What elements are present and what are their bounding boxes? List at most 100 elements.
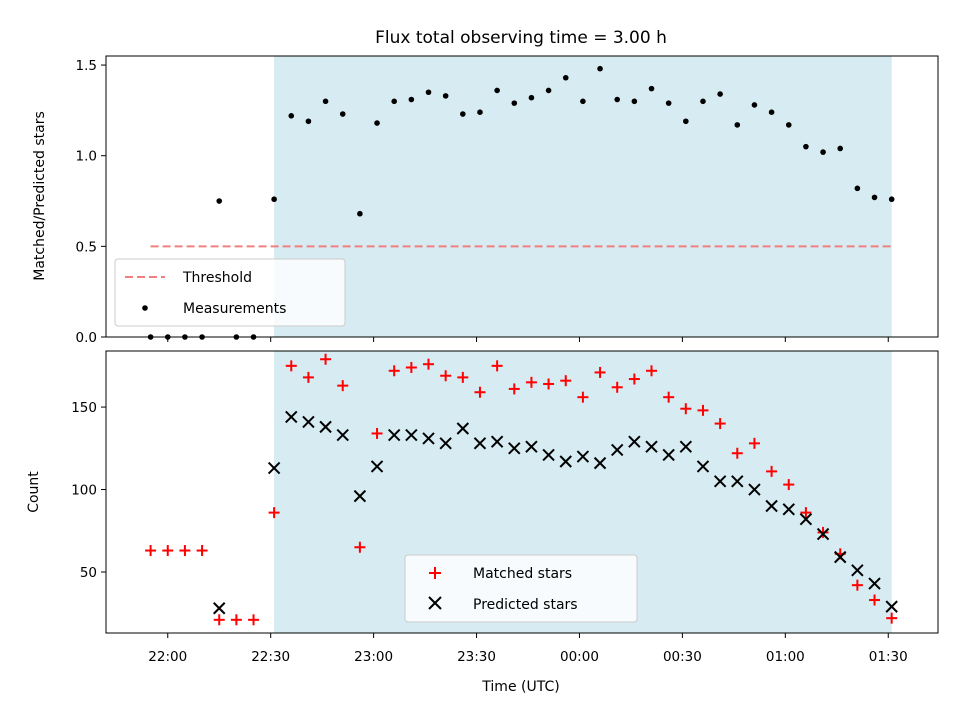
x-tick-label: 22:30 — [251, 649, 290, 665]
predicted-star-point — [885, 600, 898, 613]
measurements-series — [147, 65, 895, 340]
predicted-star-point — [782, 503, 795, 516]
measurement-point — [374, 120, 380, 126]
predicted-star-point — [868, 577, 881, 590]
matched-star-point — [714, 418, 726, 430]
matched-stars-series — [145, 353, 898, 626]
matched-star-point — [525, 376, 537, 388]
matched-star-point — [302, 371, 314, 383]
matched-star-point — [337, 380, 349, 392]
predicted-star-point — [731, 475, 744, 488]
predicted-star-point — [748, 483, 761, 496]
predicted-star-point — [456, 422, 470, 435]
top-legend-box — [114, 258, 346, 327]
legend-measurements-swatch — [142, 305, 148, 311]
matched-star-point — [213, 614, 225, 626]
measurement-point — [271, 196, 277, 203]
predicted-star-point — [765, 499, 778, 513]
x-tick-label: 23:00 — [354, 649, 393, 665]
measurement-point — [511, 100, 518, 106]
predicted-star-point — [662, 448, 675, 462]
bottom-y-axis-ticks: 50 100 150 — [71, 400, 106, 581]
matched-star-point — [594, 366, 606, 378]
legend-threshold-label: Threshold — [182, 270, 252, 286]
top-plot-frame — [105, 55, 939, 338]
x-tick-label: 01:00 — [766, 649, 805, 665]
predicted-star-point — [490, 435, 504, 448]
predicted-stars-series — [213, 410, 898, 615]
matched-star-point — [800, 507, 812, 519]
predicted-star-point — [213, 602, 226, 615]
top-legend: Threshold Measurements — [114, 258, 346, 327]
top-chart-title: Flux total observing time = 3.00 h — [375, 28, 667, 48]
measurement-point — [803, 143, 809, 150]
measurement-point — [528, 94, 535, 101]
predicted-star-point — [319, 420, 332, 434]
predicted-star-point — [508, 442, 521, 455]
legend-predicted-swatch — [428, 596, 442, 610]
matched-star-point — [320, 353, 332, 365]
measurement-point — [216, 198, 223, 204]
measurement-point — [562, 74, 569, 81]
x-tick-label: 00:00 — [560, 649, 599, 665]
matched-star-point — [405, 361, 417, 373]
legend-measurements-label: Measurements — [183, 301, 286, 317]
predicted-star-point — [285, 410, 298, 424]
measurement-point — [442, 93, 449, 99]
matched-star-point — [196, 545, 208, 557]
matched-star-point — [697, 404, 709, 416]
bottom-plot-frame — [105, 350, 939, 634]
measurement-point — [545, 87, 552, 94]
measurement-point — [357, 210, 363, 217]
top-observing-interval-shade — [274, 56, 892, 337]
x-tick-label: 22:00 — [148, 649, 187, 665]
matched-star-point — [230, 614, 242, 626]
legend-matched-swatch — [429, 567, 441, 579]
predicted-star-point — [422, 432, 435, 445]
predicted-star-point — [851, 564, 864, 577]
x-tick-label: 23:30 — [457, 649, 496, 665]
predicted-star-point — [387, 428, 401, 442]
matched-star-point — [491, 360, 503, 372]
bottom-legend: Matched stars Predicted stars — [404, 554, 638, 623]
bottom-y-tick-label: 150 — [71, 400, 97, 416]
bottom-y-tick-label: 50 — [80, 565, 97, 581]
matched-star-point — [440, 370, 452, 382]
predicted-star-point — [370, 460, 384, 473]
x-tick-label: 00:30 — [663, 649, 702, 665]
top-y-tick-label: 0.0 — [76, 330, 97, 346]
measurement-point — [425, 89, 432, 96]
measurement-point — [837, 145, 844, 152]
matched-star-point — [628, 373, 640, 385]
measurement-point — [631, 98, 638, 105]
measurement-point — [717, 91, 723, 97]
matched-star-point — [663, 391, 675, 403]
matched-star-point — [611, 381, 623, 393]
matched-star-point — [354, 541, 366, 553]
predicted-star-point — [405, 428, 418, 442]
measurement-point — [494, 87, 500, 94]
predicted-star-point — [799, 513, 813, 526]
measurement-point — [305, 118, 312, 125]
matched-star-point — [560, 375, 572, 387]
measurement-point — [871, 194, 878, 201]
measurement-point — [391, 98, 397, 105]
matched-star-point — [731, 447, 743, 459]
predicted-star-point — [645, 440, 658, 453]
measurement-point — [734, 122, 741, 128]
matched-star-point — [145, 545, 157, 557]
measurement-point — [322, 98, 329, 105]
predicted-star-point — [816, 527, 830, 541]
predicted-star-point — [628, 435, 641, 448]
matched-star-point — [285, 360, 297, 372]
top-y-axis-label: Matched/Predicted stars — [32, 111, 48, 281]
predicted-star-point — [302, 415, 315, 429]
predicted-star-point — [439, 437, 452, 450]
matched-star-point — [268, 507, 280, 519]
measurement-point — [665, 100, 672, 106]
top-y-tick-label: 1.5 — [76, 58, 97, 74]
predicted-star-point — [696, 460, 710, 473]
matched-star-point — [886, 612, 898, 624]
matched-star-point — [748, 437, 760, 449]
measurement-point — [477, 109, 483, 115]
